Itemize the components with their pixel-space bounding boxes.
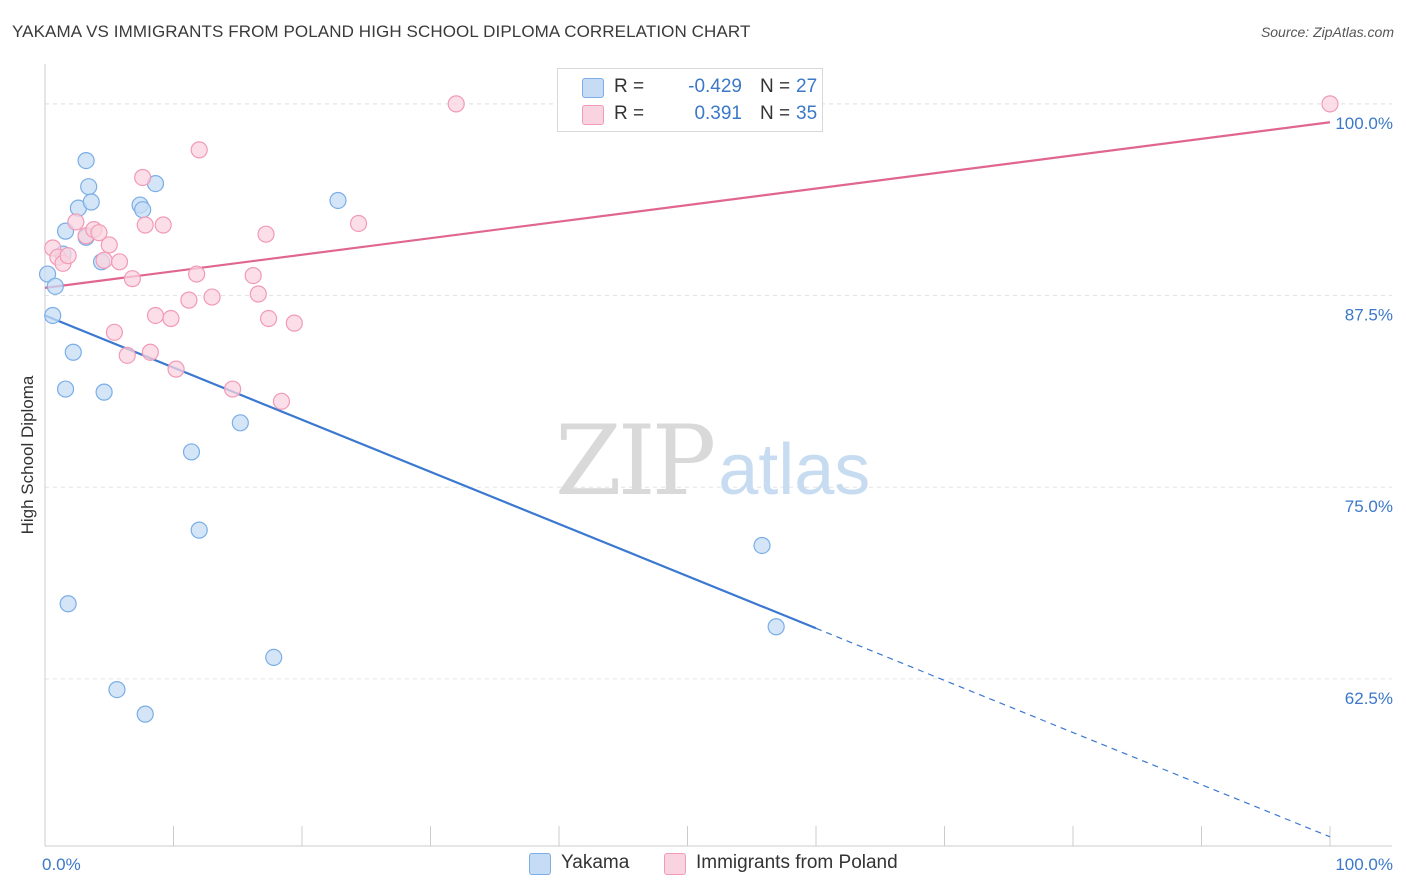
data-point-yakama	[80, 178, 98, 196]
legend-n-value: 27	[796, 76, 818, 97]
data-point-yakama	[134, 201, 152, 219]
bottom-legend-label-poland: Immigrants from Poland	[696, 852, 898, 873]
data-point-poland	[146, 306, 165, 325]
grid-layer	[45, 103, 1392, 680]
data-point-poland	[110, 253, 129, 271]
data-point-yakama	[59, 595, 77, 613]
x-tick-label-start: 0.0%	[42, 855, 81, 874]
data-point-poland	[118, 346, 136, 364]
data-point-yakama	[265, 648, 283, 667]
data-point-poland	[90, 224, 108, 242]
data-point-yakama	[329, 191, 347, 210]
data-point-yakama	[182, 443, 201, 461]
data-point-yakama	[38, 265, 57, 283]
trend-line-extension-0	[815, 627, 1331, 838]
data-point-poland	[180, 291, 198, 309]
legend-r-value: -0.429	[688, 76, 742, 97]
y-tick-label: 75.0%	[1345, 497, 1393, 516]
legend-r-label: R =	[614, 103, 645, 124]
data-point-poland	[100, 236, 118, 254]
data-point-poland	[257, 225, 275, 243]
data-point-poland	[244, 267, 262, 285]
data-point-poland	[259, 309, 278, 328]
data-point-poland	[162, 309, 180, 328]
y-axis-label: High School Diploma	[18, 375, 37, 535]
data-point-yakama	[82, 193, 100, 211]
bottom-legend-swatch-yakama	[529, 853, 551, 875]
y-tick-label: 100.0%	[1335, 114, 1393, 133]
data-point-poland	[136, 216, 154, 234]
y-tick-label: 62.5%	[1345, 689, 1393, 708]
trend-line-1	[44, 121, 1331, 289]
trend-line-0	[44, 314, 817, 630]
data-point-poland	[123, 270, 141, 288]
data-point-poland	[272, 392, 291, 410]
data-point-yakama	[108, 680, 126, 699]
data-point-yakama	[56, 380, 75, 398]
data-point-poland	[203, 288, 221, 306]
legend-n-label: N =	[760, 103, 791, 124]
tick-label-layer: 100.0% 87.5% 75.0% 62.5% 0.0% 100.0%	[42, 114, 1393, 874]
x-tick-label-end: 100.0%	[1335, 855, 1393, 874]
trend-layer	[44, 121, 1331, 838]
data-point-yakama	[77, 152, 95, 170]
bottom-legend-label-yakama: Yakama	[561, 852, 630, 873]
data-point-yakama	[190, 521, 208, 539]
legend-swatch-yakama	[582, 78, 604, 98]
data-point-poland	[224, 380, 242, 398]
stats-legend: R = -0.429 N = 27 R = 0.391 N = 35	[557, 68, 823, 132]
data-point-yakama	[46, 277, 64, 295]
data-point-yakama	[767, 618, 785, 636]
data-point-poland	[249, 285, 267, 303]
data-point-poland	[285, 314, 303, 332]
data-point-poland	[95, 251, 113, 269]
data-point-poland	[188, 265, 206, 283]
data-point-yakama	[44, 306, 62, 325]
y-tick-label: 87.5%	[1345, 306, 1393, 325]
data-point-yakama	[231, 414, 249, 432]
axis-layer	[44, 64, 1392, 847]
data-point-poland	[1321, 95, 1339, 113]
legend-n-label: N =	[760, 76, 791, 97]
data-point-poland	[67, 213, 85, 231]
data-point-poland	[59, 247, 77, 265]
data-point-poland	[141, 343, 159, 361]
data-point-yakama	[136, 705, 154, 723]
legend-n-value: 35	[796, 103, 818, 124]
data-point-poland	[349, 214, 368, 233]
point-layer	[38, 95, 1339, 723]
data-point-poland	[134, 168, 152, 187]
data-point-poland	[105, 323, 123, 341]
data-point-yakama	[95, 383, 113, 401]
data-point-poland	[447, 95, 465, 113]
data-point-poland	[190, 141, 208, 159]
data-point-poland	[167, 360, 185, 378]
data-point-yakama	[64, 343, 82, 361]
legend-r-value: 0.391	[694, 103, 742, 124]
bottom-legend-swatch-poland	[664, 853, 686, 875]
data-point-yakama	[753, 536, 771, 555]
data-point-poland	[154, 216, 172, 234]
legend-swatch-poland	[582, 105, 604, 125]
legend-r-label: R =	[614, 76, 645, 97]
chart-title: YAKAMA VS IMMIGRANTS FROM POLAND HIGH SC…	[12, 22, 751, 41]
source-credit: Source: ZipAtlas.com	[1260, 24, 1394, 40]
